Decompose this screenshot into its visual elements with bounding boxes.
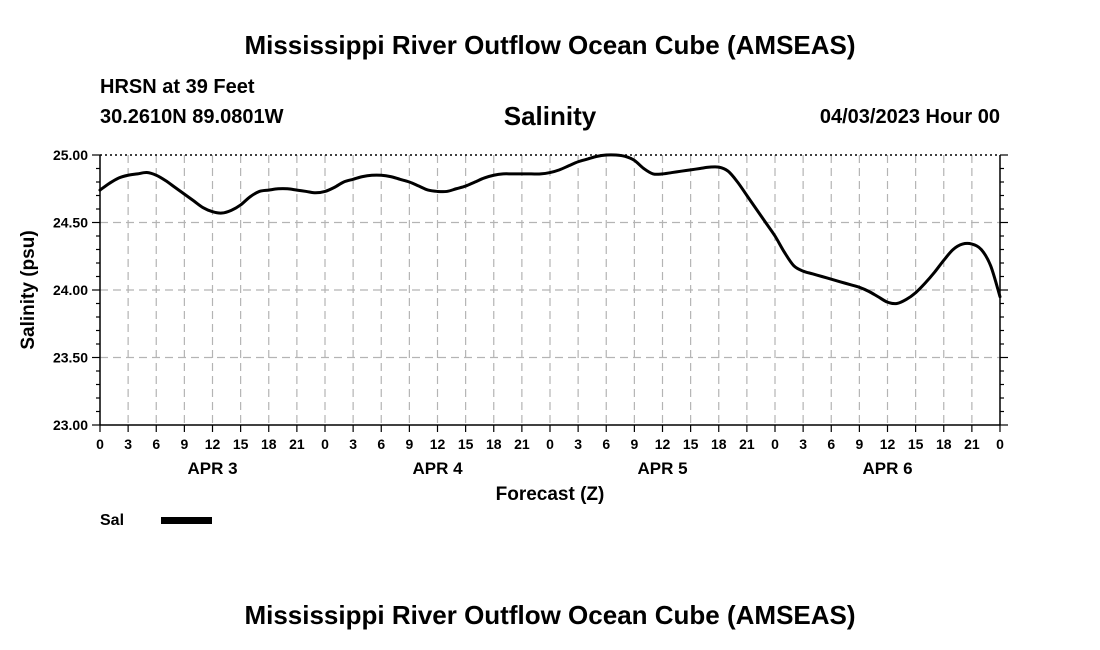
- x-tick-label: 9: [630, 436, 638, 452]
- x-tick-label: 12: [205, 436, 221, 452]
- x-tick-label: 0: [546, 436, 554, 452]
- x-tick-label: 9: [405, 436, 413, 452]
- x-tick-label: 6: [827, 436, 835, 452]
- legend: Sal: [100, 512, 212, 529]
- x-tick-label: 21: [964, 436, 980, 452]
- footer-title: Mississippi River Outflow Ocean Cube (AM…: [244, 600, 856, 630]
- x-tick-label: 15: [908, 436, 924, 452]
- day-label: APR 3: [187, 459, 237, 478]
- x-tick-label: 3: [799, 436, 807, 452]
- grid-layer: [100, 154, 1000, 425]
- x-tick-label: 21: [739, 436, 755, 452]
- x-tick-label: 0: [771, 436, 779, 452]
- legend-swatch: [161, 517, 212, 524]
- x-tick-label: 0: [996, 436, 1004, 452]
- y-tick-label: 23.50: [53, 350, 88, 366]
- day-label: APR 4: [412, 459, 463, 478]
- series-layer: [98, 153, 1002, 306]
- legend-label: Sal: [100, 512, 124, 529]
- x-tick-label: 3: [124, 436, 132, 452]
- x-tick-label: 6: [602, 436, 610, 452]
- x-tick-label: 18: [711, 436, 727, 452]
- y-tick-label: 24.00: [53, 282, 88, 298]
- label-layer: 23.00 23.50 24.00 24.50 25.00 0 3 6 9 12 15 18 21 0 3 6…: [18, 147, 1004, 505]
- x-tick-label: 0: [96, 436, 104, 452]
- page-title: Mississippi River Outflow Ocean Cube (AM…: [244, 30, 856, 60]
- x-tick-label: 6: [152, 436, 160, 452]
- x-tick-label: 12: [655, 436, 671, 452]
- coordinates-label: 30.2610N 89.0801W: [100, 106, 284, 128]
- x-tick-label: 15: [233, 436, 249, 452]
- y-axis-label: Salinity (psu): [18, 230, 39, 349]
- datetime-label: 04/03/2023 Hour 00: [819, 106, 1000, 128]
- x-axis-label: Forecast (Z): [496, 484, 605, 505]
- axis-layer: [92, 154, 1008, 432]
- y-tick-label: 24.50: [53, 215, 88, 231]
- x-tick-label: 18: [261, 436, 277, 452]
- x-tick-label: 15: [458, 436, 474, 452]
- day-label: APR 5: [637, 459, 687, 478]
- x-tick-label: 3: [349, 436, 357, 452]
- x-tick-label: 0: [321, 436, 329, 452]
- x-tick-label: 3: [574, 436, 582, 452]
- x-tick-label: 18: [486, 436, 502, 452]
- series-line-salinity: [98, 153, 1002, 306]
- x-tick-label: 15: [683, 436, 699, 452]
- x-tick-label: 18: [936, 436, 952, 452]
- day-label: APR 6: [862, 459, 912, 478]
- x-tick-label: 9: [180, 436, 188, 452]
- x-tick-label: 12: [430, 436, 446, 452]
- station-label: HRSN at 39 Feet: [100, 76, 255, 98]
- y-tick-label: 25.00: [53, 147, 88, 163]
- x-tick-label: 9: [855, 436, 863, 452]
- x-tick-label: 21: [289, 436, 305, 452]
- chart-title: Salinity: [503, 101, 597, 131]
- x-tick-label: 6: [377, 436, 385, 452]
- y-tick-label: 23.00: [53, 417, 88, 433]
- x-tick-label: 12: [880, 436, 896, 452]
- x-tick-label: 21: [514, 436, 530, 452]
